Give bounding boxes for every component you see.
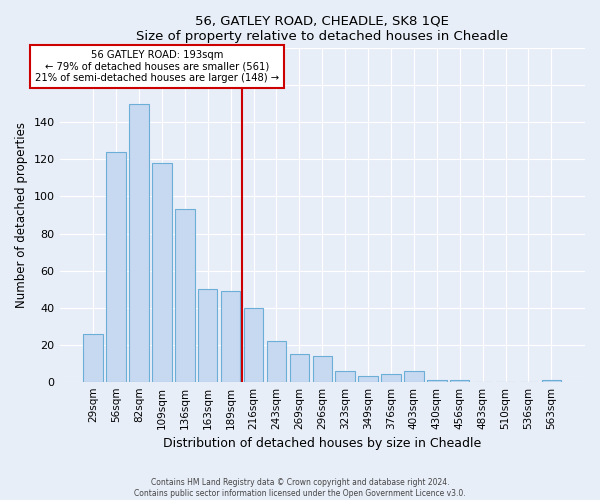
Bar <box>427 380 446 382</box>
Bar <box>198 289 217 382</box>
Title: 56, GATLEY ROAD, CHEADLE, SK8 1QE
Size of property relative to detached houses i: 56, GATLEY ROAD, CHEADLE, SK8 1QE Size o… <box>136 15 508 43</box>
Bar <box>129 104 149 382</box>
Bar <box>450 380 469 382</box>
Text: Contains HM Land Registry data © Crown copyright and database right 2024.
Contai: Contains HM Land Registry data © Crown c… <box>134 478 466 498</box>
Text: 56 GATLEY ROAD: 193sqm
← 79% of detached houses are smaller (561)
21% of semi-de: 56 GATLEY ROAD: 193sqm ← 79% of detached… <box>35 50 280 84</box>
Bar <box>244 308 263 382</box>
Bar <box>267 341 286 382</box>
Bar <box>290 354 309 382</box>
Bar <box>152 163 172 382</box>
Bar <box>542 380 561 382</box>
X-axis label: Distribution of detached houses by size in Cheadle: Distribution of detached houses by size … <box>163 437 481 450</box>
Y-axis label: Number of detached properties: Number of detached properties <box>15 122 28 308</box>
Bar <box>313 356 332 382</box>
Bar <box>381 374 401 382</box>
Bar <box>83 334 103 382</box>
Bar <box>106 152 126 382</box>
Bar <box>335 370 355 382</box>
Bar <box>404 370 424 382</box>
Bar <box>358 376 378 382</box>
Bar <box>221 291 241 382</box>
Bar <box>175 210 194 382</box>
